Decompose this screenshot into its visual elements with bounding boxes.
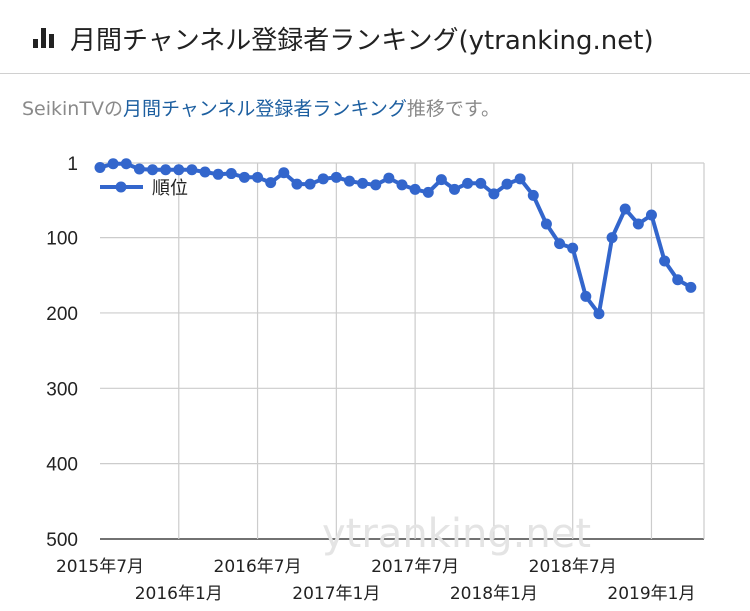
y-tick-label: 200 bbox=[46, 304, 78, 325]
x-tick-label: 2017年7月 bbox=[371, 557, 459, 577]
x-tick-label: 2018年7月 bbox=[529, 557, 617, 577]
data-point bbox=[383, 172, 395, 184]
data-point bbox=[199, 166, 211, 178]
y-tick-label: 400 bbox=[46, 455, 78, 476]
data-point bbox=[422, 186, 434, 198]
data-point bbox=[173, 164, 185, 176]
data-point bbox=[107, 158, 119, 170]
y-tick-label: 300 bbox=[46, 379, 78, 400]
data-point bbox=[212, 168, 224, 180]
data-point bbox=[120, 158, 132, 170]
data-point bbox=[317, 173, 329, 185]
y-tick-label: 1 bbox=[67, 154, 78, 175]
data-point bbox=[514, 173, 526, 185]
data-point bbox=[580, 290, 592, 302]
data-point bbox=[540, 218, 552, 230]
legend-label: 順位 bbox=[152, 178, 188, 199]
header: 月間チャンネル登録者ランキング(ytranking.net) bbox=[0, 0, 750, 74]
data-point bbox=[619, 203, 631, 215]
y-tick-label: 500 bbox=[46, 530, 78, 551]
data-point bbox=[672, 274, 684, 286]
series-line-順位 bbox=[99, 161, 692, 316]
data-point bbox=[475, 177, 487, 189]
data-point bbox=[330, 171, 342, 183]
data-point bbox=[409, 183, 421, 195]
legend-marker bbox=[115, 181, 127, 193]
x-tick-label: 2018年1月 bbox=[450, 584, 538, 604]
x-tick-label: 2017年1月 bbox=[292, 584, 380, 604]
data-point bbox=[396, 179, 408, 191]
x-axis-ticks: 2015年7月 2016年1月 2016年7月 2017年1月 2017年7月 2018年… bbox=[56, 557, 696, 604]
data-point bbox=[278, 167, 290, 179]
data-point bbox=[567, 242, 579, 254]
data-point bbox=[554, 238, 566, 250]
data-point bbox=[435, 174, 447, 186]
data-point bbox=[357, 177, 369, 189]
x-tick-label: 2015年7月 bbox=[56, 557, 144, 577]
data-point bbox=[94, 162, 106, 174]
y-tick-label: 100 bbox=[46, 229, 78, 250]
data-point bbox=[462, 177, 474, 189]
data-point bbox=[527, 189, 539, 201]
data-point bbox=[632, 218, 644, 230]
data-point bbox=[304, 178, 316, 190]
bar-chart-icon bbox=[33, 28, 55, 48]
x-tick-label: 2016年1月 bbox=[135, 584, 223, 604]
description-prefix: SeikinTVの bbox=[22, 98, 123, 120]
data-point bbox=[225, 168, 237, 180]
ranking-link[interactable]: 月間チャンネル登録者ランキング bbox=[122, 98, 407, 120]
x-tick-label: 2016年7月 bbox=[214, 557, 302, 577]
y-axis-ticks: 1 100 200 300 400 500 bbox=[46, 154, 78, 551]
data-point bbox=[645, 209, 657, 221]
data-point bbox=[606, 232, 618, 244]
data-point bbox=[147, 164, 159, 176]
data-point bbox=[659, 255, 671, 267]
data-point bbox=[133, 163, 145, 175]
data-point bbox=[343, 175, 355, 187]
data-point bbox=[252, 171, 264, 183]
data-point bbox=[186, 164, 198, 176]
watermark: ytranking.net bbox=[322, 511, 591, 557]
legend: 順位 bbox=[100, 178, 188, 199]
data-point bbox=[238, 171, 250, 183]
data-point bbox=[593, 308, 605, 320]
description-suffix: 推移です。 bbox=[406, 98, 500, 120]
series-layer bbox=[94, 158, 697, 320]
x-tick-label: 2019年1月 bbox=[607, 584, 695, 604]
data-point bbox=[685, 281, 697, 293]
data-point bbox=[265, 177, 277, 189]
data-point bbox=[291, 178, 303, 190]
data-point bbox=[501, 178, 513, 190]
data-point bbox=[449, 183, 461, 195]
data-point bbox=[160, 164, 172, 176]
chart-grid bbox=[100, 162, 705, 540]
chart-description: SeikinTVの月間チャンネル登録者ランキング推移です。 bbox=[22, 94, 500, 121]
data-point bbox=[370, 179, 382, 191]
data-point bbox=[488, 188, 500, 200]
page-title: 月間チャンネル登録者ランキング(ytranking.net) bbox=[70, 26, 654, 56]
